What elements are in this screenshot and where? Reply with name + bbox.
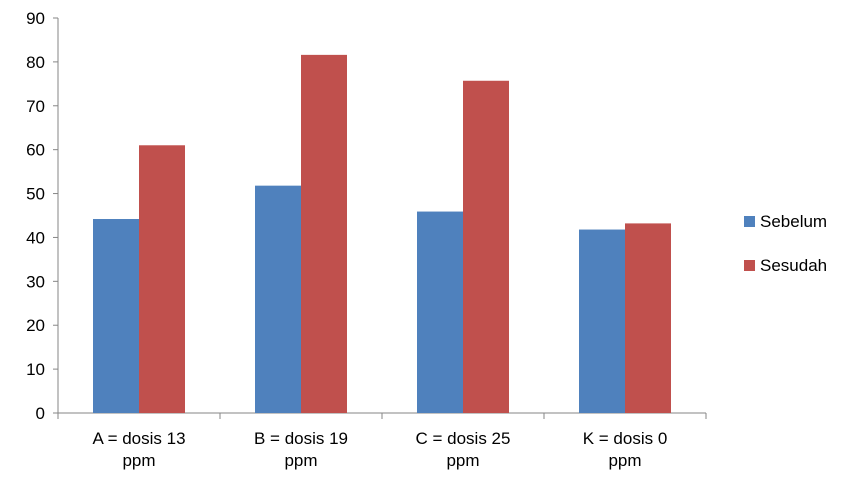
y-tick-label: 30 — [26, 272, 45, 291]
bars — [93, 54, 671, 413]
legend-label-sebelum: Sebelum — [760, 212, 827, 231]
x-category-label: A = dosis 13 — [92, 429, 185, 448]
x-category-label: ppm — [284, 451, 317, 470]
y-tick-label: 40 — [26, 228, 45, 247]
bar-sebelum-2 — [417, 211, 463, 413]
bar-sebelum-3 — [579, 229, 625, 413]
y-tick-label: 20 — [26, 316, 45, 335]
y-tick-label: 50 — [26, 185, 45, 204]
y-tick-label: 80 — [26, 53, 45, 72]
legend-swatch-sebelum — [744, 216, 755, 227]
y-tick-label: 10 — [26, 360, 45, 379]
x-category-label: ppm — [446, 451, 479, 470]
bar-sebelum-1 — [255, 185, 301, 413]
x-category-label: B = dosis 19 — [254, 429, 348, 448]
x-category-label: C = dosis 25 — [416, 429, 511, 448]
bar-sebelum-0 — [93, 219, 139, 413]
legend: Sebelum Sesudah — [744, 212, 827, 275]
legend-label-sesudah: Sesudah — [760, 256, 827, 275]
y-tick-label: 70 — [26, 97, 45, 116]
legend-swatch-sesudah — [744, 260, 755, 271]
y-tick-label: 60 — [26, 141, 45, 160]
x-category-label: ppm — [608, 451, 641, 470]
bar-sesudah-0 — [139, 145, 185, 413]
y-axis-ticks: 0 10 20 30 40 50 60 70 80 90 — [26, 9, 58, 423]
x-category-label: K = dosis 0 — [583, 429, 668, 448]
y-tick-label: 0 — [36, 404, 45, 423]
bar-sesudah-3 — [625, 223, 671, 413]
y-tick-label: 90 — [26, 9, 45, 28]
x-axis-labels: A = dosis 13 ppm B = dosis 19 ppm C = dosis … — [92, 429, 667, 470]
bar-sesudah-2 — [463, 80, 509, 413]
x-category-label: ppm — [122, 451, 155, 470]
bar-sesudah-1 — [301, 54, 347, 413]
